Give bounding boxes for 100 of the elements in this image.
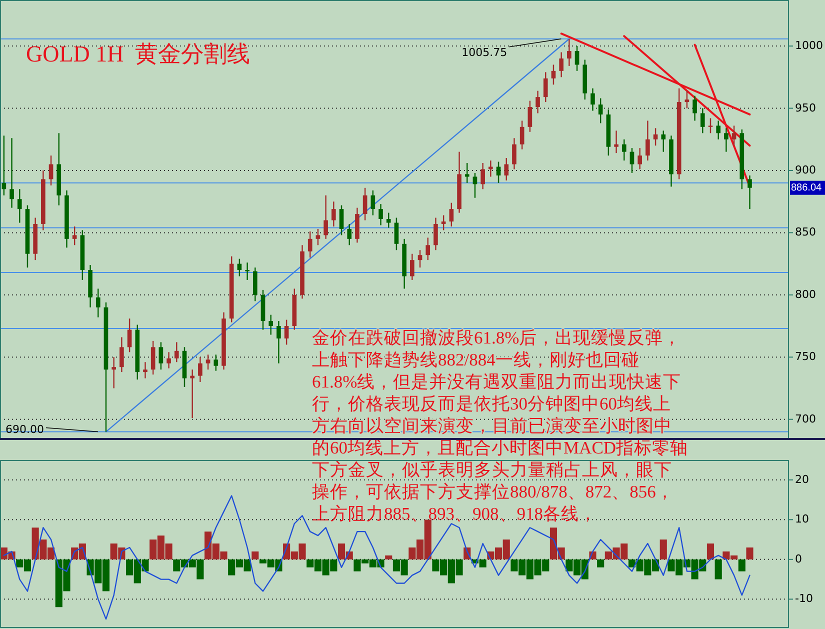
candlestick bbox=[559, 52, 564, 78]
y-tick-label: 700 bbox=[795, 412, 816, 426]
candlestick bbox=[206, 354, 210, 370]
candlestick bbox=[276, 320, 281, 364]
candlestick bbox=[504, 157, 509, 182]
y-tick-label: 10 bbox=[795, 512, 809, 526]
y-tick-label: 750 bbox=[795, 350, 816, 364]
candlestick bbox=[700, 108, 705, 134]
y-tick-label: 0 bbox=[795, 552, 802, 566]
y-tick-label: -10 bbox=[795, 592, 813, 606]
candlestick bbox=[386, 212, 391, 228]
candlestick bbox=[551, 64, 556, 86]
y-tick-label: 900 bbox=[795, 163, 816, 176]
candlestick bbox=[614, 130, 618, 154]
candlestick bbox=[150, 340, 156, 376]
y-tick-label: 1000 bbox=[795, 39, 823, 52]
candlestick bbox=[496, 161, 501, 184]
bar bbox=[738, 559, 746, 572]
candlestick bbox=[418, 250, 422, 268]
candlestick bbox=[96, 288, 100, 318]
candlestick bbox=[590, 88, 595, 112]
candlestick bbox=[536, 90, 540, 114]
candlestick bbox=[434, 217, 438, 251]
candlestick bbox=[214, 354, 218, 372]
text: 886.04 bbox=[791, 182, 822, 194]
candlestick bbox=[724, 128, 728, 152]
candlestick bbox=[143, 361, 148, 379]
candlestick bbox=[574, 45, 580, 72]
bar bbox=[385, 555, 392, 560]
candlestick bbox=[48, 154, 54, 186]
candlestick bbox=[598, 98, 603, 124]
annotation: 操作，可依据下方支撑位880/878、872、856， bbox=[312, 482, 674, 502]
candlestick bbox=[716, 120, 720, 140]
candlestick bbox=[684, 90, 690, 109]
candlestick bbox=[316, 228, 320, 246]
candlestick bbox=[472, 172, 478, 198]
candlestick bbox=[127, 318, 132, 353]
bar bbox=[706, 544, 714, 560]
candlestick bbox=[237, 258, 242, 277]
annotation: 690.00 bbox=[5, 422, 44, 436]
candlestick bbox=[732, 125, 736, 146]
candlestick bbox=[112, 356, 116, 389]
candlestick bbox=[708, 118, 713, 134]
y-tick-label: 20 bbox=[795, 472, 809, 486]
candlestick bbox=[72, 226, 77, 246]
candlestick bbox=[488, 160, 493, 178]
candlestick bbox=[567, 38, 572, 67]
candlestick bbox=[378, 203, 383, 226]
annotation: 行，价格表现反而是依托30分钟图中60均线上 bbox=[312, 394, 671, 414]
candlestick bbox=[284, 319, 289, 346]
candlestick bbox=[268, 314, 274, 336]
candlestick bbox=[174, 342, 179, 363]
bar bbox=[597, 559, 604, 568]
candlestick bbox=[449, 202, 454, 228]
candlestick bbox=[362, 187, 368, 221]
annotation: 金价在跌破回撤波段61.8%后，出现缓慢反弹， bbox=[312, 328, 682, 348]
candlestick bbox=[252, 266, 258, 302]
candlestick bbox=[512, 138, 516, 170]
candlestick bbox=[630, 147, 634, 174]
candlestick bbox=[308, 230, 312, 258]
bar bbox=[746, 547, 754, 560]
candlestick bbox=[324, 194, 328, 240]
annotation: 61.8%线，但是并没有遇双重阻力而出现快速下 bbox=[312, 372, 682, 392]
candlestick bbox=[190, 368, 194, 419]
candlestick bbox=[198, 356, 202, 383]
y-tick-label: 800 bbox=[795, 288, 816, 301]
annotation: 1005.75 bbox=[462, 46, 508, 59]
candlestick bbox=[480, 162, 485, 190]
candlestick bbox=[347, 223, 352, 246]
bar bbox=[714, 559, 722, 580]
candlestick bbox=[410, 253, 414, 281]
annotation: 下方金叉，似乎表明多头力量稍占上风，眼下 bbox=[312, 460, 672, 480]
candlestick bbox=[692, 95, 697, 122]
candlestick bbox=[10, 138, 14, 208]
candlestick bbox=[339, 204, 344, 236]
candlestick bbox=[120, 336, 124, 373]
candlestick bbox=[661, 130, 666, 152]
y-tick-label: 950 bbox=[795, 101, 816, 114]
candlestick bbox=[653, 128, 658, 146]
candlestick bbox=[622, 138, 626, 162]
candlestick bbox=[646, 120, 650, 162]
candlestick bbox=[370, 190, 376, 216]
candlestick bbox=[748, 174, 752, 210]
candlestick bbox=[638, 147, 642, 170]
y-tick-label: 850 bbox=[795, 226, 816, 239]
candlestick bbox=[543, 72, 548, 103]
candlestick bbox=[245, 262, 250, 281]
candlestick bbox=[332, 200, 336, 228]
candlestick bbox=[441, 214, 446, 231]
bar bbox=[252, 551, 259, 560]
bar bbox=[660, 540, 667, 560]
candlestick bbox=[166, 352, 171, 369]
annotation: 方右向以空间来演变，目前已演变至小时图中 bbox=[312, 416, 672, 436]
candlestick bbox=[528, 100, 532, 132]
candlestick bbox=[2, 135, 6, 196]
text: GOLD 1H 黄金分割线 bbox=[26, 41, 250, 66]
candlestick bbox=[426, 237, 430, 261]
candlestick bbox=[394, 217, 399, 251]
candlestick bbox=[520, 120, 524, 150]
candlestick bbox=[17, 188, 22, 224]
